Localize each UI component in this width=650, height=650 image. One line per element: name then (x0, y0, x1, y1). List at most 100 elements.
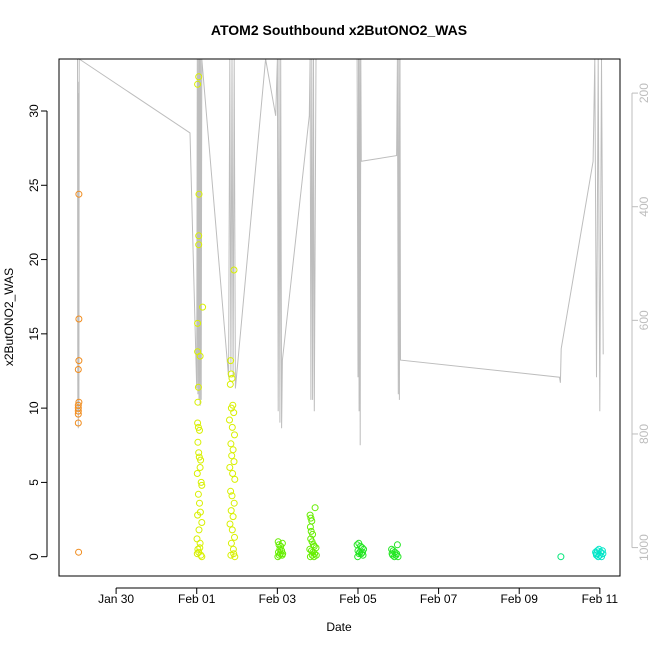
data-point (194, 80, 202, 88)
data-point (226, 380, 234, 388)
axes-layer: 0 5 10 15 20 25 30 Jan 30 Feb 01 Feb 03 Feb 05 Feb … (27, 83, 650, 606)
data-point (278, 539, 286, 547)
data-point (199, 303, 207, 311)
data-point (306, 553, 314, 561)
data-point (388, 550, 396, 558)
data-point (194, 490, 202, 498)
data-point (394, 553, 402, 561)
data-point (279, 550, 287, 558)
data-point (230, 266, 238, 274)
data-point (75, 548, 83, 556)
data-point (227, 539, 235, 547)
y-tick-label: 20 (27, 253, 41, 267)
data-point (231, 553, 239, 561)
y-tick-label: 10 (27, 401, 41, 415)
data-point (75, 315, 83, 323)
right-tick-label: 400 (637, 196, 650, 216)
data-point (231, 431, 238, 439)
data-point (228, 526, 236, 534)
right-tick-label: 1000 (637, 534, 650, 561)
data-point (228, 452, 236, 460)
data-point (227, 370, 235, 378)
data-point (197, 478, 205, 486)
data-point (229, 513, 237, 521)
series-5 (592, 545, 607, 561)
y-tick-label: 25 (27, 178, 41, 192)
data-point (196, 426, 203, 434)
data-point (228, 423, 236, 431)
y-tick-label: 5 (27, 479, 41, 486)
data-point (227, 440, 235, 448)
data-point (195, 449, 203, 457)
data-point (227, 551, 235, 559)
data-point (599, 550, 607, 558)
data-point (592, 550, 600, 558)
data-point (194, 545, 202, 553)
data-point (195, 232, 203, 240)
data-point (194, 438, 202, 446)
data-point (229, 545, 237, 553)
data-point (359, 548, 366, 556)
data-point (226, 416, 233, 424)
data-point (195, 241, 203, 249)
data-point (311, 504, 319, 512)
data-point (355, 550, 363, 558)
data-point (307, 514, 315, 522)
data-point (230, 409, 238, 417)
data-point (74, 407, 82, 415)
data-point (309, 530, 317, 538)
x-tick-label: Feb 07 (420, 592, 458, 606)
plot-frame (58, 58, 621, 577)
x-tick-label: Feb 01 (178, 592, 216, 606)
data-point (74, 419, 82, 427)
data-point (194, 423, 202, 431)
data-point (198, 519, 206, 526)
series-4 (557, 553, 565, 561)
y-tick-label: 0 (27, 553, 41, 560)
data-point (194, 511, 202, 519)
data-point (196, 464, 204, 471)
data-point (193, 550, 201, 558)
y-tick-label: 15 (27, 327, 41, 341)
data-point (194, 419, 202, 427)
right-tick-label: 200 (637, 83, 650, 103)
x-tick-label: Feb 03 (259, 592, 297, 606)
data-point (74, 366, 82, 373)
data-point (231, 533, 238, 541)
series-3 (353, 539, 402, 561)
series-2 (274, 504, 320, 561)
data-point (275, 551, 283, 559)
data-point (198, 481, 206, 489)
data-point (229, 470, 237, 477)
data-point (74, 410, 82, 418)
x-tick-label: Jan 30 (98, 592, 134, 606)
data-point (75, 357, 83, 365)
data-point (196, 539, 204, 547)
data-point (197, 551, 205, 559)
data-point (195, 526, 203, 534)
data-point (197, 456, 205, 464)
chart-title: ATOM2 Southbound x2ButONO2_WAS (211, 22, 467, 38)
data-point (227, 507, 235, 515)
x-tick-label: Feb 11 (582, 592, 619, 606)
data-point (228, 492, 236, 500)
data-point (227, 487, 235, 495)
y-axis-label: x2ButONO2_WAS (2, 268, 16, 366)
data-point (195, 73, 203, 81)
data-point (393, 541, 401, 549)
data-point (196, 499, 203, 507)
data-point (275, 541, 283, 549)
right-tick-label: 600 (637, 310, 650, 330)
data-point (230, 458, 238, 466)
data-point (196, 544, 204, 552)
data-point (226, 520, 234, 528)
x-tick-label: Feb 05 (339, 592, 377, 606)
data-point (308, 551, 316, 559)
data-point (193, 470, 201, 477)
data-point (392, 551, 400, 559)
data-point (195, 190, 203, 198)
data-point (75, 190, 83, 198)
data-point (227, 357, 235, 365)
